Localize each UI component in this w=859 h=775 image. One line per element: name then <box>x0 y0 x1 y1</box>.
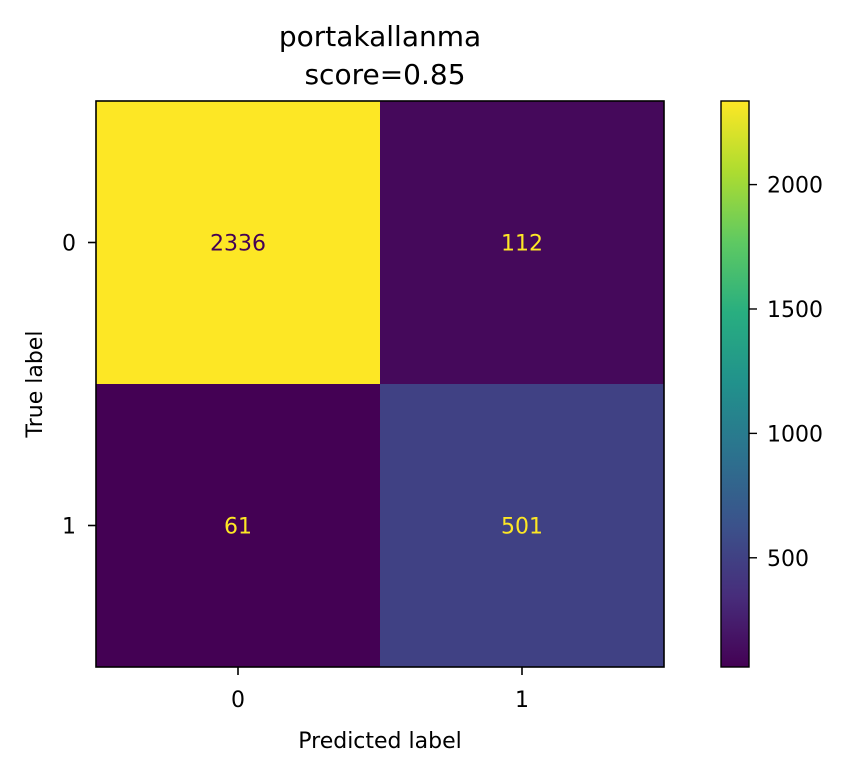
colorbar-tick-label-1: 1000 <box>767 422 823 447</box>
y-tick-label-1: 1 <box>62 515 76 540</box>
cell-value-0-0: 2336 <box>210 232 266 257</box>
heatmap-cell-1-1 <box>380 384 665 668</box>
colorbar-tick-label-2: 1500 <box>767 298 823 323</box>
cell-value-1-1: 501 <box>501 515 543 540</box>
cell-value-1-0: 61 <box>224 515 252 540</box>
heatmap-cells <box>96 101 665 668</box>
x-tick-label-1: 1 <box>515 688 529 713</box>
x-tick-label-0: 0 <box>231 688 245 713</box>
cell-value-labels: 2336 112 61 501 <box>210 232 543 540</box>
cell-value-0-1: 112 <box>501 232 543 257</box>
heatmap-cell-0-0 <box>96 101 381 385</box>
y-axis-label: True label <box>23 331 48 439</box>
colorbar-tick-label-0: 500 <box>767 547 809 572</box>
x-axis-label: Predicted label <box>298 729 461 754</box>
heatmap-cell-1-0 <box>96 384 381 668</box>
heatmap-cell-0-1 <box>380 101 665 385</box>
chart-title-line1: portakallanma <box>279 20 481 53</box>
colorbar-tick-label-3: 2000 <box>767 174 823 199</box>
chart-title-line2: score=0.85 <box>304 58 465 91</box>
y-axis-ticks: 01 <box>62 232 96 540</box>
colorbar <box>720 100 750 668</box>
plot-frame <box>95 100 665 668</box>
colorbar-ticks: 500 1000 1500 2000 <box>749 174 823 572</box>
y-tick-label-0: 0 <box>62 232 76 257</box>
